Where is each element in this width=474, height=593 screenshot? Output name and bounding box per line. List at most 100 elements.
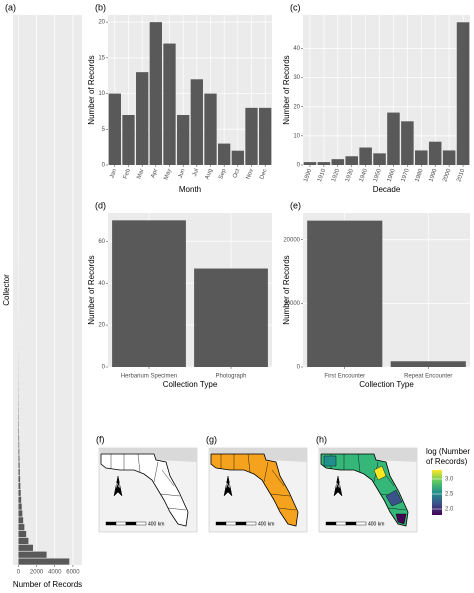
y-tick-label: 20 <box>98 323 105 329</box>
bar <box>387 112 400 165</box>
y-tick-label: 10 <box>293 133 300 139</box>
y-tick-label: 0 <box>297 163 301 169</box>
neighbor-land <box>209 448 307 462</box>
north-label: N <box>116 484 120 490</box>
county <box>373 465 387 481</box>
y-tick-label: 0 <box>297 365 301 371</box>
legend-title: of Records) <box>426 457 468 466</box>
florida <box>320 453 409 527</box>
scale-label: 400 km <box>148 521 164 527</box>
scale-segment <box>225 521 237 526</box>
x-tick-label: Sep <box>218 168 228 181</box>
scale-segment <box>215 521 227 526</box>
bar <box>18 455 20 462</box>
map: N 400 km <box>98 447 198 533</box>
bar <box>18 434 20 441</box>
y-tick-label: 15 <box>98 55 105 61</box>
y-axis-title: Number of Records <box>282 255 291 324</box>
plot-background <box>108 15 272 165</box>
scale-segment <box>105 521 117 526</box>
x-tick-label: 2000 <box>442 168 452 183</box>
y-tick-label: 0 <box>102 163 106 169</box>
x-tick-label: 1950 <box>373 168 383 183</box>
county-line <box>153 461 159 483</box>
scale-segment <box>135 521 147 526</box>
colorbar-tick-label: 3.0 <box>445 477 454 483</box>
bar <box>18 496 22 503</box>
x-tick-label: 1930 <box>345 168 355 183</box>
y-axis-title: Number of Records <box>282 55 291 124</box>
y-axis-title: Number of Records <box>87 55 96 124</box>
colorbar <box>432 470 442 515</box>
y-tick-label: 40 <box>293 46 300 52</box>
bar <box>122 115 135 165</box>
scale-segment <box>325 521 337 526</box>
bar <box>18 462 20 469</box>
x-tick-label: Aug <box>205 168 214 180</box>
panel-label: (h) <box>316 434 327 444</box>
bar <box>149 22 162 166</box>
legend-title: log (Number <box>426 447 470 456</box>
scale-segment <box>355 521 367 526</box>
bar <box>345 156 358 165</box>
bar <box>359 147 372 165</box>
neighbor-land <box>99 448 197 462</box>
north-arrow <box>333 475 343 497</box>
x-tick-label: Jan <box>109 168 118 179</box>
bar <box>18 558 70 565</box>
county-line <box>269 493 291 497</box>
map: N 400 km <box>318 447 418 533</box>
bar <box>18 489 21 496</box>
y-tick-label: 30 <box>293 75 300 81</box>
bar <box>190 79 203 165</box>
x-axis-title: Collection Type <box>359 380 414 389</box>
bar <box>18 510 23 517</box>
bar <box>317 162 331 165</box>
panel-label: (d) <box>95 200 106 210</box>
county-line <box>271 469 285 487</box>
panel-label: (e) <box>290 200 301 210</box>
bar <box>136 72 149 165</box>
colorbar-tick-label: 2.5 <box>445 492 454 498</box>
x-tick-label: 4000 <box>48 570 62 576</box>
bar <box>307 220 383 367</box>
scale-segment <box>345 521 357 526</box>
scale-label: 400 km <box>368 521 384 527</box>
bar <box>428 141 442 165</box>
bar <box>456 22 470 165</box>
x-tick-label: 1910 <box>317 168 327 183</box>
scale-segment <box>235 521 247 526</box>
bar <box>18 427 19 435</box>
north-label: N <box>336 484 340 490</box>
county-line <box>159 493 181 497</box>
panel-label: (f) <box>96 434 105 444</box>
x-tick-label: First Encounter <box>324 374 365 380</box>
florida <box>210 453 299 527</box>
map: N 400 km <box>208 447 308 533</box>
scale-segment <box>115 521 127 526</box>
bar <box>401 121 414 165</box>
county-line <box>161 469 175 487</box>
y-tick-label: 20 <box>293 104 300 110</box>
bar <box>194 268 268 367</box>
y-tick-label: 10 <box>98 91 105 97</box>
x-tick-label: Repeat Encounter <box>404 374 452 380</box>
x-tick-label: 2000 <box>30 570 44 576</box>
bar <box>245 107 258 165</box>
bar <box>108 93 121 165</box>
county-line <box>247 453 251 473</box>
x-tick-label: Jun <box>178 168 187 179</box>
north-arrow <box>223 475 233 497</box>
x-tick-label: Nov <box>246 168 255 180</box>
y-tick-label: 60 <box>98 239 105 245</box>
y-tick-label: 40 <box>98 281 105 287</box>
bar <box>18 524 25 531</box>
county-line <box>387 507 407 511</box>
x-axis-title: Number of Records <box>13 580 82 589</box>
bar <box>163 43 176 166</box>
x-tick-label: 2010 <box>456 168 466 183</box>
bar <box>18 517 24 524</box>
y-tick-label: 10000 <box>283 301 300 307</box>
x-axis-title: Month <box>179 185 201 194</box>
